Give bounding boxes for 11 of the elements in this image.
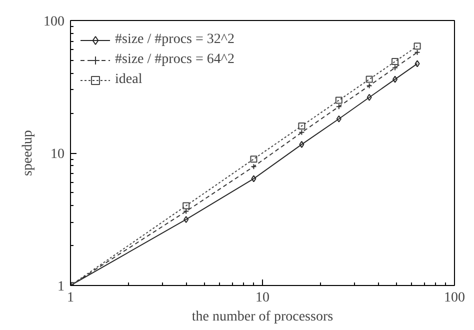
x-axis-title: the number of processors [192,310,334,324]
x-tick-label: 1 [67,290,74,306]
legend-label: #size / #procs = 32^2 [115,32,234,48]
y-tick-label: 1 [58,280,64,294]
x-tick-label: 100 [444,290,465,306]
y-tick-label: 100 [44,14,64,30]
x-tick-label: 10 [256,290,270,306]
legend-label: ideal [115,72,142,88]
y-tick-label: 10 [50,147,64,162]
legend-label: #size / #procs = 64^2 [115,52,234,68]
y-axis-title: speedup [20,130,36,176]
